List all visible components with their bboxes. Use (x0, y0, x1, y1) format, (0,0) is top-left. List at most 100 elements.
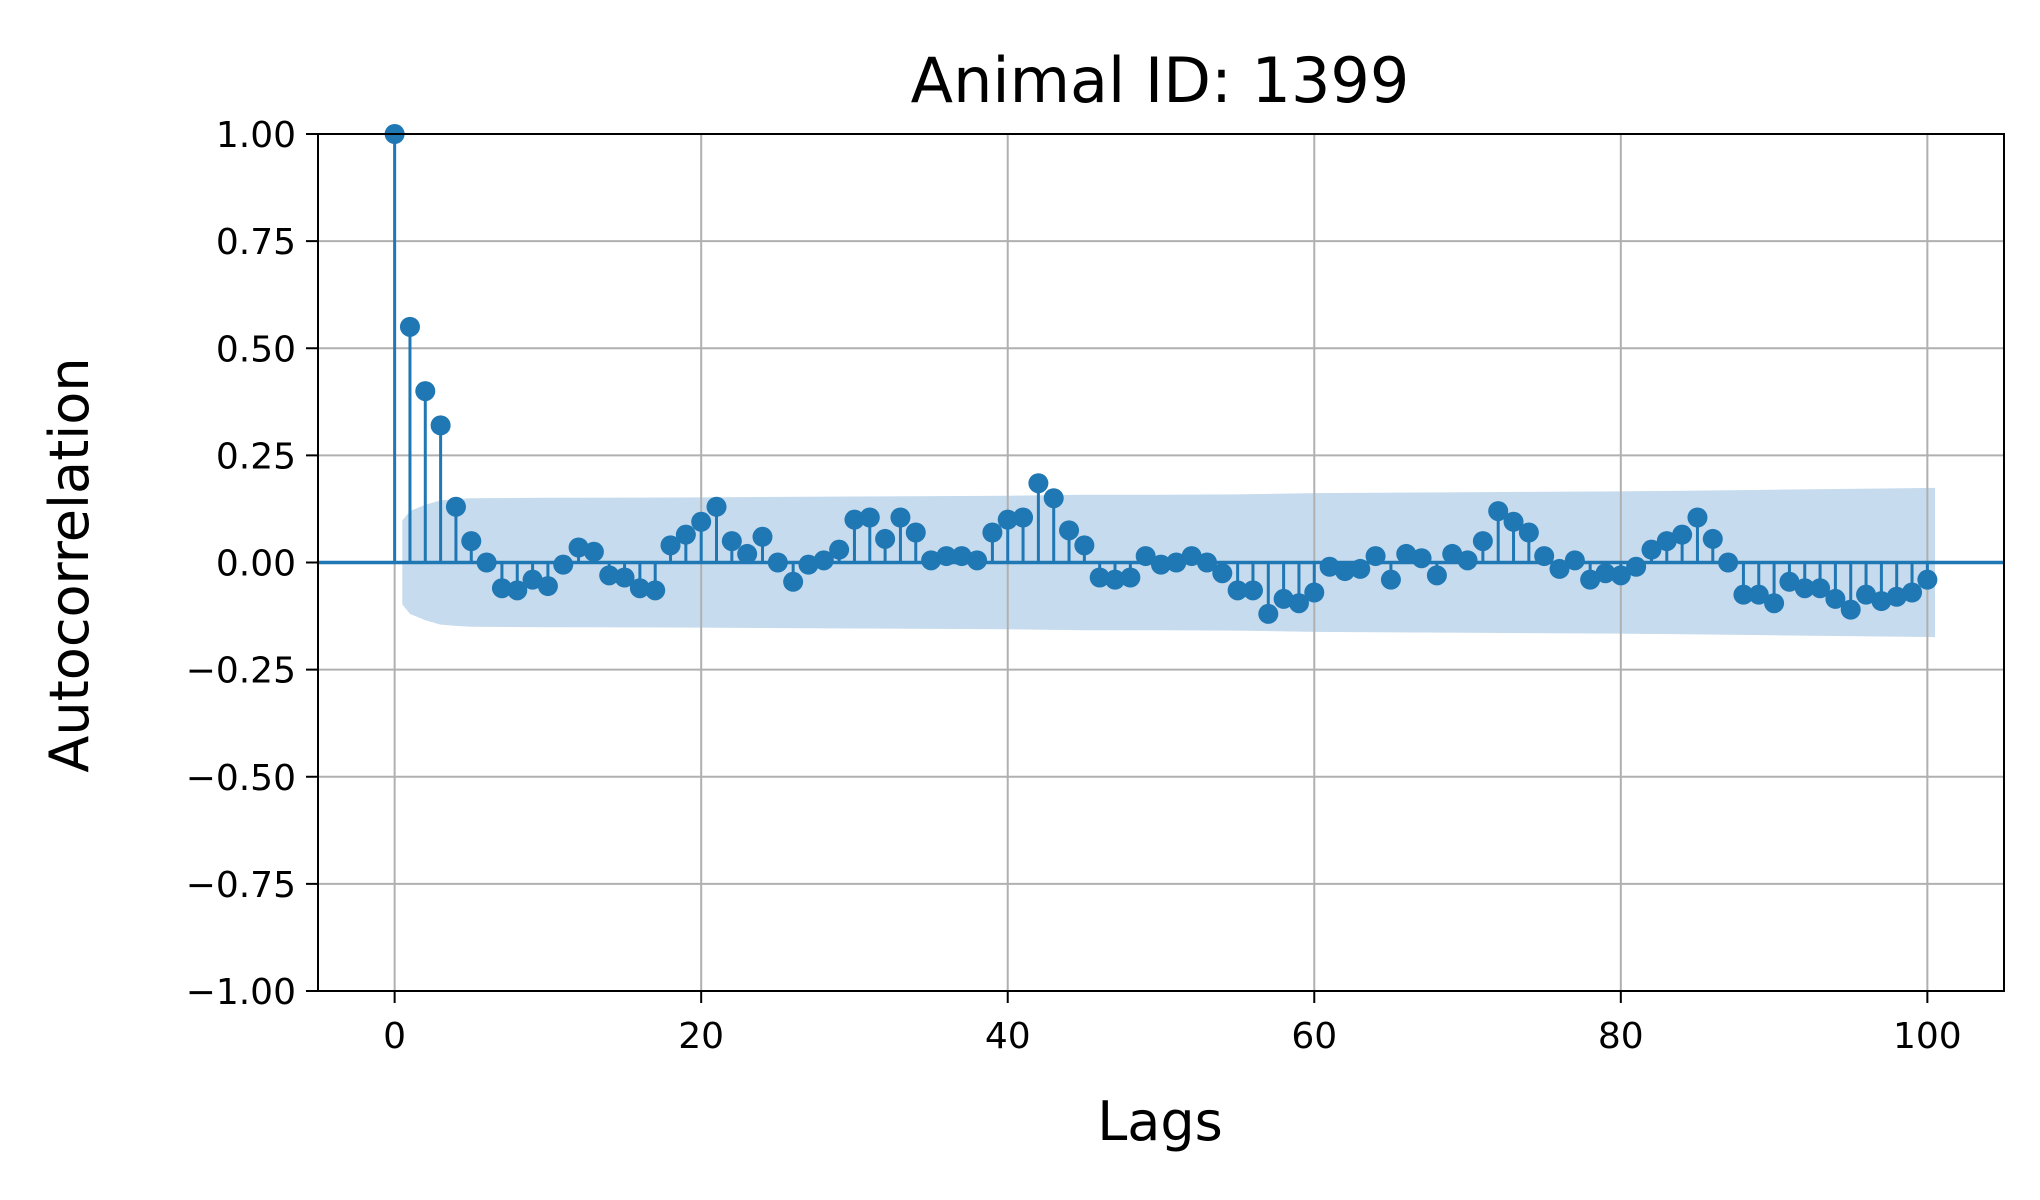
y-axis-label: Autocorrelation (38, 357, 101, 772)
acf-point (844, 509, 865, 530)
acf-point (706, 496, 727, 517)
acf-point (1702, 528, 1723, 549)
acf-point (1534, 546, 1555, 567)
acf-point (1258, 603, 1279, 624)
y-tick-label: 0.25 (216, 436, 296, 477)
acf-point (1288, 593, 1309, 614)
y-tick-label: −0.75 (186, 865, 296, 906)
acf-point (1564, 550, 1585, 571)
acf-point (1135, 546, 1156, 567)
acf-point (1212, 563, 1233, 584)
acf-point (675, 524, 696, 545)
acf-point (1810, 578, 1831, 599)
acf-point (721, 531, 742, 552)
acf-point (905, 522, 926, 543)
y-tick-label: −0.25 (186, 651, 296, 692)
acf-point (1334, 561, 1355, 582)
acf-point (1488, 501, 1509, 522)
acf-point (1059, 520, 1080, 541)
x-tick-label: 60 (1291, 1016, 1337, 1057)
acf-point (1656, 531, 1677, 552)
acf-point (568, 537, 589, 558)
marker-layer (384, 124, 1938, 624)
acf-point (1365, 546, 1386, 567)
acf-point (1273, 588, 1294, 609)
x-tick-label: 80 (1598, 1016, 1644, 1057)
x-tick-label: 0 (383, 1016, 406, 1057)
acf-point (982, 522, 1003, 543)
acf-point (522, 569, 543, 590)
acf-point (737, 543, 758, 564)
acf-point (614, 567, 635, 588)
acf-point (1304, 582, 1325, 603)
acf-point (415, 381, 436, 402)
acf-point (997, 509, 1018, 530)
acf-point (491, 578, 512, 599)
acf-point (1242, 580, 1263, 601)
acf-point (1227, 580, 1248, 601)
tick-layer: 0 20 40 60 80 100 1.00 0.75 0.50 0.25 0.00 −0.25 −0.… (186, 115, 1962, 1057)
y-tick-label: −1.00 (186, 972, 296, 1013)
acf-point (1902, 582, 1923, 603)
acf-point (951, 546, 972, 567)
acf-point (1472, 531, 1493, 552)
acf-point (1457, 550, 1478, 571)
acf-point (1840, 599, 1861, 620)
acf-point (813, 550, 834, 571)
acf-point (1426, 565, 1447, 586)
acf-point (1595, 563, 1616, 584)
acf-point (1733, 584, 1754, 605)
acf-point (1687, 507, 1708, 528)
acf-point (461, 531, 482, 552)
acf-point (1196, 552, 1217, 573)
acf-point (445, 496, 466, 517)
acf-point (1748, 584, 1769, 605)
acf-point (1718, 552, 1739, 573)
acf-point (599, 565, 620, 586)
acf-point (1013, 507, 1034, 528)
y-tick-label: 0.50 (216, 329, 296, 370)
x-tick-label: 20 (678, 1016, 724, 1057)
acf-point (1411, 548, 1432, 569)
acf-point (1350, 558, 1371, 579)
acf-point (1028, 473, 1049, 494)
acf-point (1626, 556, 1647, 577)
acf-point (1794, 578, 1815, 599)
y-tick-label: 0.00 (216, 544, 296, 585)
acf-point (1166, 552, 1187, 573)
acf-point (752, 526, 773, 547)
x-tick-label: 100 (1893, 1016, 1962, 1057)
plot-area (318, 124, 2004, 992)
y-tick-label: 1.00 (216, 115, 296, 156)
acf-point (798, 554, 819, 575)
acf-point (1043, 488, 1064, 509)
y-tick-label: 0.75 (216, 222, 296, 263)
acf-point (1825, 588, 1846, 609)
x-tick-label: 40 (985, 1016, 1031, 1057)
acf-point (1319, 556, 1340, 577)
acf-point (1503, 511, 1524, 532)
acf-point (1917, 569, 1938, 590)
acf-point (476, 552, 497, 573)
acf-point (767, 552, 788, 573)
acf-point (691, 511, 712, 532)
chart-title: Animal ID: 1399 (911, 44, 1410, 117)
acf-point (967, 550, 988, 571)
acf-point (553, 554, 574, 575)
acf-point (1151, 554, 1171, 575)
acf-point (1074, 535, 1095, 556)
acf-point (399, 316, 420, 337)
acf-point (1181, 546, 1202, 567)
acf-point (1442, 543, 1463, 564)
acf-point (1396, 543, 1417, 564)
y-tick-label: −0.50 (186, 758, 296, 799)
acf-point (1672, 524, 1693, 545)
acf-point (1641, 539, 1662, 560)
acf-point (936, 546, 957, 567)
acf-point (1871, 591, 1892, 612)
acf-point (1580, 569, 1601, 590)
acf-point (1120, 567, 1141, 588)
acf-point (1856, 584, 1877, 605)
acf-point (1380, 569, 1401, 590)
